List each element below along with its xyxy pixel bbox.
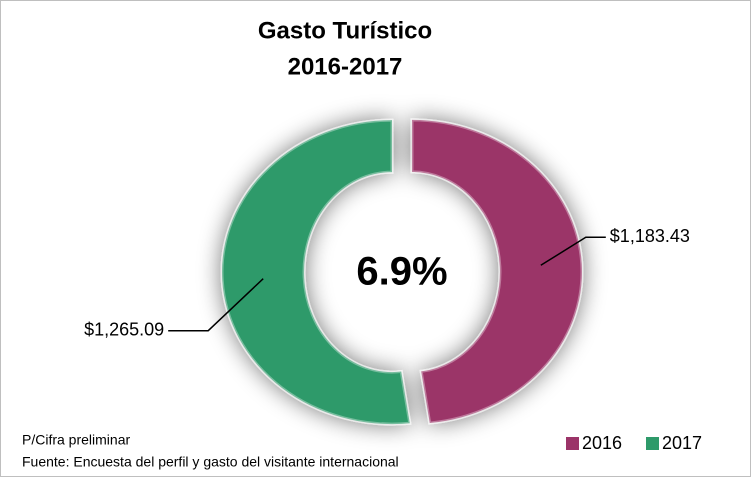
- legend-swatch: [646, 437, 659, 450]
- note: Fuente: Encuesta del perfil y gasto del …: [22, 454, 399, 470]
- donut: [220, 118, 584, 426]
- center-label: 6.9%: [356, 250, 447, 294]
- note: P/Cifra preliminar: [22, 432, 130, 448]
- donut-segment: [220, 118, 412, 426]
- chart-title: 2016-2017: [288, 53, 403, 80]
- leader-line: [168, 278, 264, 332]
- donut-segment: [410, 118, 584, 425]
- legend-label: 2016: [582, 433, 622, 453]
- legend-label: 2017: [662, 433, 702, 453]
- data-label: $1,183.43: [610, 226, 690, 246]
- leader-line: [540, 236, 606, 266]
- chart-title: Gasto Turístico: [258, 17, 432, 44]
- legend-swatch: [566, 437, 579, 450]
- data-label: $1,265.09: [84, 319, 164, 339]
